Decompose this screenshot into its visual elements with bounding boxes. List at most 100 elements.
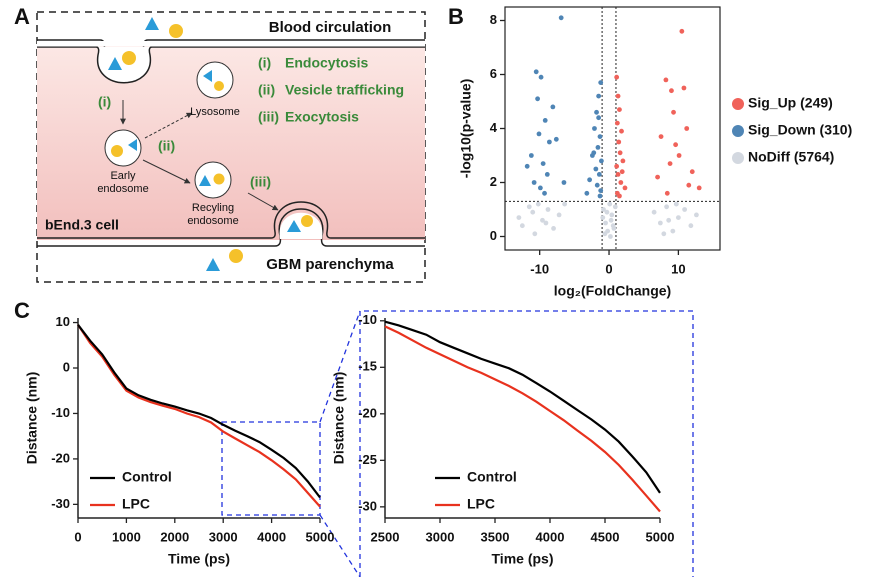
- point: [537, 185, 543, 191]
- vesicle-label: Lysosome: [190, 106, 240, 118]
- icon: [199, 175, 211, 186]
- point: [688, 223, 694, 229]
- legend-label: LPC: [467, 496, 495, 512]
- point: [594, 109, 599, 115]
- x-tick-label: 5000: [646, 529, 675, 544]
- point: [614, 74, 620, 80]
- point: [622, 185, 628, 191]
- point: [666, 217, 672, 223]
- line: [384, 320, 661, 494]
- y-tick-label: -10: [358, 312, 377, 327]
- membrane: [37, 208, 425, 247]
- y-tick-label: 6: [490, 66, 497, 81]
- y-tick-label: 4: [490, 120, 498, 135]
- point: [684, 126, 690, 131]
- point: [516, 215, 522, 221]
- diagram: Blood circulation GBM parenchyma bEnd.3 …: [36, 11, 426, 283]
- x-axis-label: log₂(FoldChange): [554, 283, 671, 299]
- icon: [287, 220, 301, 232]
- zoom-indicator: [221, 310, 694, 577]
- region-label: Blood circulation: [269, 19, 392, 36]
- vesicle-label: endosome: [187, 215, 238, 227]
- point: [669, 88, 674, 94]
- icon: [145, 17, 159, 30]
- legend-swatch: [732, 98, 744, 110]
- panel-label: B: [448, 4, 464, 29]
- point: [553, 136, 559, 142]
- point: [655, 174, 660, 180]
- vesicle: [196, 61, 234, 99]
- point: [664, 204, 669, 210]
- x-tick-label: 1000: [112, 529, 141, 544]
- point: [596, 172, 602, 177]
- y-tick-label: -20: [51, 450, 70, 465]
- point: [651, 209, 657, 215]
- point: [531, 180, 537, 185]
- legend-swatch: [732, 152, 744, 164]
- point: [657, 220, 663, 226]
- point: [661, 231, 667, 237]
- icon: [206, 258, 220, 271]
- point: [617, 150, 623, 156]
- point: [596, 115, 602, 121]
- point: [694, 212, 699, 218]
- point: [558, 15, 564, 21]
- legend-text: Endocytosis: [285, 55, 368, 71]
- point: [609, 212, 615, 218]
- vesicle-label: endosome: [97, 183, 148, 195]
- icon: [122, 51, 136, 65]
- point: [617, 193, 622, 199]
- legend-label: NoDiff (5764): [748, 149, 834, 165]
- point: [543, 220, 549, 226]
- zoom-link: [319, 310, 361, 423]
- step-label: (iii): [250, 174, 271, 190]
- icon: [169, 24, 183, 38]
- cell-label: bEnd.3 cell: [45, 217, 119, 233]
- point: [546, 139, 552, 145]
- point: [618, 180, 624, 185]
- panel-label: A: [14, 4, 30, 29]
- icon: [128, 139, 137, 151]
- point: [689, 169, 695, 175]
- y-tick-label: 2: [490, 174, 497, 189]
- point: [610, 223, 616, 229]
- point: [528, 153, 534, 158]
- point: [532, 231, 538, 237]
- icon: [108, 57, 122, 70]
- zoom-box: [221, 421, 321, 516]
- point: [598, 80, 604, 85]
- point: [614, 120, 620, 126]
- point: [544, 172, 550, 177]
- point: [604, 209, 610, 215]
- point: [598, 188, 604, 194]
- point: [545, 207, 551, 212]
- y-axis-label: -log10(p-value): [458, 79, 474, 179]
- membrane-gap: [37, 41, 425, 47]
- point: [519, 223, 525, 229]
- panel-label: C: [14, 298, 30, 323]
- point: [675, 215, 681, 221]
- point: [614, 163, 620, 169]
- x-tick-label: -10: [530, 261, 549, 276]
- point: [658, 134, 664, 140]
- point: [608, 234, 613, 239]
- legend-number: (iii): [258, 109, 279, 125]
- point: [608, 217, 614, 223]
- line: [77, 324, 321, 499]
- x-tick-label: 4500: [591, 529, 620, 544]
- legend-label: Sig_Up (249): [748, 95, 833, 111]
- x-axis-label: Time (ps): [168, 551, 230, 567]
- point: [597, 193, 603, 199]
- point: [607, 201, 613, 207]
- icon: [301, 215, 313, 227]
- point: [615, 93, 621, 99]
- x-tick-label: 4000: [257, 529, 286, 544]
- icon: [214, 81, 224, 91]
- point: [686, 182, 692, 188]
- arrow: [144, 112, 193, 139]
- point: [524, 163, 530, 169]
- point: [602, 231, 608, 237]
- icon: [111, 145, 123, 157]
- point: [673, 201, 679, 207]
- x-tick-label: 0: [74, 529, 81, 544]
